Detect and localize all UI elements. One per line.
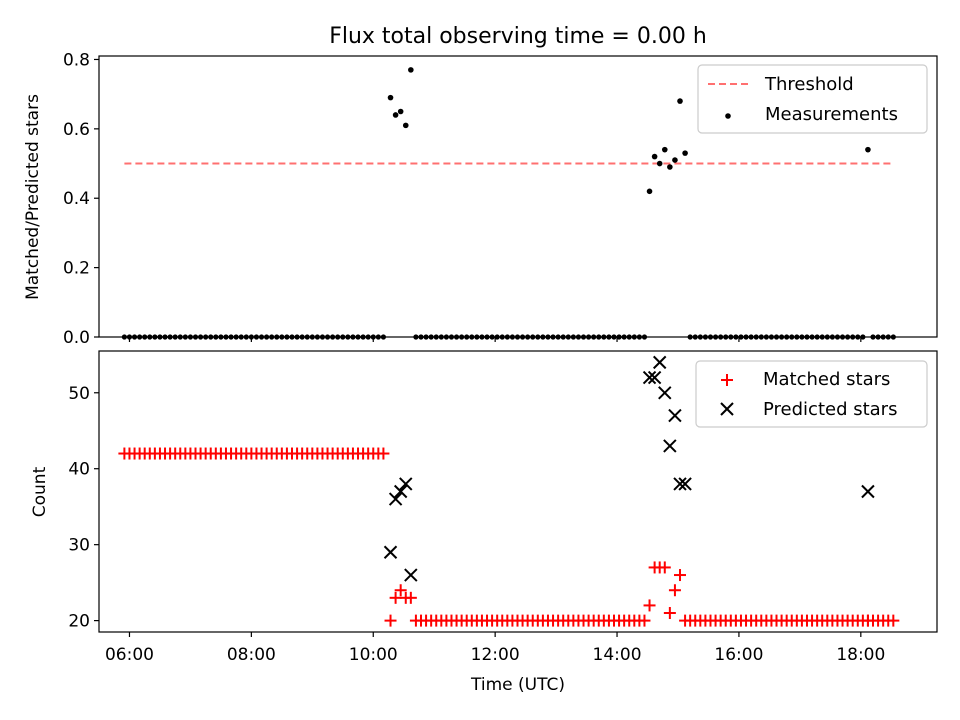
legend-matched-label: Matched stars: [763, 369, 890, 390]
top-ytick-label-4: 0.8: [63, 50, 90, 70]
top-ytick-label-3: 0.6: [63, 120, 90, 140]
chart-title: Flux total observing time = 0.00 h: [329, 24, 707, 49]
measurement-point-6: [651, 153, 658, 160]
top-ytick-label-2: 0.4: [63, 189, 90, 209]
bottom-xtick-label-5: 16:00: [714, 645, 763, 665]
bottom-xtick-label-3: 12:00: [471, 645, 520, 665]
bottom-ytick-label-0: 20: [68, 612, 90, 632]
bottom-legend: Matched stars Predicted stars: [695, 360, 928, 428]
measurement-point-12: [682, 150, 688, 156]
matched-point-13: [861, 614, 874, 627]
measurement-point-13: [865, 146, 871, 153]
top-ytick-label-0: 0.0: [63, 328, 90, 348]
bottom-ylabel: Count: [30, 466, 50, 517]
predicted-point-10: [668, 408, 682, 423]
matched-point-1: [389, 591, 402, 604]
legend-threshold-label: Threshold: [764, 74, 854, 95]
bottom-xlabel: Time (UTC): [470, 675, 565, 695]
measurement-point-3: [402, 122, 409, 129]
predicted-point-2: [393, 484, 408, 499]
bottom-ytick-label-2: 40: [68, 460, 90, 480]
top-legend-box: [697, 64, 928, 134]
matched-point-const-138: [887, 614, 900, 627]
measurement-point-4: [408, 67, 414, 73]
top-axes-frame: [98, 55, 938, 338]
predicted-point-9: [663, 439, 677, 453]
measurement-point-5: [646, 188, 653, 195]
bottom-marks: [118, 355, 900, 627]
matched-point-8: [658, 561, 671, 574]
matched-point-12: [679, 614, 692, 627]
measurement-point-1: [392, 112, 399, 118]
predicted-point-4: [404, 568, 418, 582]
bottom-xtick-label-0: 06:00: [105, 645, 154, 665]
measurement-point-11: [677, 98, 683, 104]
bottom-y-ticks: 20 30 40 50: [68, 384, 99, 632]
bottom-xtick-label-4: 14:00: [593, 645, 642, 665]
predicted-point-3: [399, 477, 413, 491]
top-ytick-label-1: 0.2: [63, 259, 90, 279]
matched-point-0: [384, 614, 397, 627]
matched-point-5: [643, 599, 656, 612]
predicted-point-6: [647, 370, 662, 385]
bottom-legend-box: [695, 360, 928, 428]
predicted-point-13: [861, 484, 875, 499]
measurement-point-8: [661, 146, 668, 153]
measurement-point-10: [672, 157, 678, 163]
bottom-x-ticks: 06:00 08:00 10:00 12:00 14:00 16:00 18:00: [105, 632, 885, 665]
predicted-point-11: [673, 477, 687, 491]
measurement-point-0: [387, 94, 394, 101]
legend-predicted-label: Predicted stars: [763, 399, 897, 420]
bottom-panel: Count Time (UTC) 20 30 40 50 06:00 08:00 10:0…: [30, 350, 938, 695]
predicted-point-1: [388, 492, 403, 506]
bottom-ytick-label-3: 50: [68, 384, 90, 404]
predicted-point-8: [658, 386, 672, 400]
legend-predicted-swatch: [720, 402, 734, 416]
top-panel: Matched/Predicted stars 0.00.20.40.60.8 …: [23, 50, 938, 348]
predicted-point-7: [652, 355, 667, 370]
legend-measurements-swatch: [725, 113, 731, 119]
top-ylabel: Matched/Predicted stars: [23, 94, 43, 300]
bottom-xtick-label-2: 10:00: [349, 645, 398, 665]
matched-point-const-97: [638, 614, 651, 627]
top-y-ticks: 0.0 0.2 0.4 0.6 0.8: [63, 50, 99, 348]
legend-matched-swatch: [721, 374, 733, 386]
top-legend: Threshold Measurements: [697, 64, 928, 134]
predicted-point-0: [383, 545, 398, 559]
measurement-point-2: [397, 108, 404, 115]
measurement-point-9: [667, 164, 673, 170]
matched-point-const-51: [377, 447, 390, 460]
predicted-point-12: [678, 477, 692, 491]
measurement-point-7: [656, 160, 663, 167]
matched-point-11: [674, 569, 687, 582]
legend-measurements-label: Measurements: [765, 104, 898, 125]
bottom-axes-frame: [98, 350, 938, 633]
bottom-ytick-label-1: 30: [68, 536, 90, 556]
matched-point-10: [668, 584, 681, 597]
predicted-point-5: [642, 370, 657, 385]
matched-point-2: [394, 584, 407, 597]
matched-point-9: [663, 607, 676, 620]
bottom-xtick-label-1: 08:00: [227, 645, 276, 665]
bottom-xtick-label-6: 18:00: [836, 645, 885, 665]
matched-point-4: [404, 591, 417, 604]
